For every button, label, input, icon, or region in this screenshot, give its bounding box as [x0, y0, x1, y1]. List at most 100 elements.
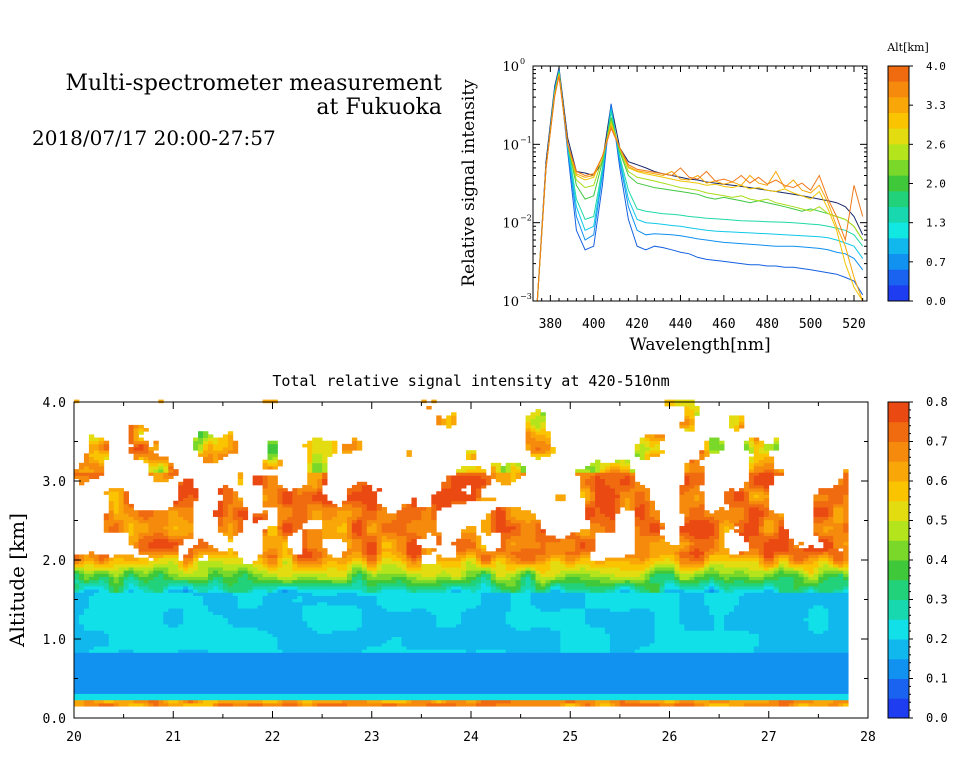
- heatmap-cell: [153, 579, 159, 584]
- heatmap-cell: [292, 658, 298, 663]
- heatmap-cell: [411, 630, 417, 634]
- heatmap-cell: [386, 554, 392, 559]
- heatmap-cell: [287, 633, 293, 638]
- heatmap-cell: [158, 649, 164, 653]
- heatmap-cell: [361, 576, 368, 581]
- heatmap-cell: [222, 450, 229, 454]
- heatmap-cell: [153, 636, 159, 641]
- heatmap-cell: [173, 674, 179, 679]
- heatmap-cell: [386, 633, 392, 638]
- heatmap-cell: [212, 608, 219, 612]
- heatmap-cell: [366, 582, 373, 587]
- heatmap-cell: [406, 563, 412, 568]
- heatmap-cell: [381, 570, 388, 574]
- heatmap-cell: [93, 456, 100, 461]
- heatmap-cell: [421, 646, 427, 650]
- heatmap-cell: [103, 671, 110, 675]
- heatmap-cell: [381, 655, 388, 660]
- heatmap-cell: [103, 529, 110, 533]
- heatmap-cell: [88, 671, 95, 675]
- heatmap-cell: [232, 601, 239, 606]
- figure-title-line1: Multi-spectrometer measurement: [65, 71, 443, 96]
- heatmap-cell: [307, 623, 313, 628]
- heatmap-cell: [396, 598, 402, 603]
- heatmap-cell: [327, 443, 333, 448]
- heatmap-cell: [128, 567, 134, 571]
- heatmap-cell: [272, 478, 278, 483]
- heatmap-cell: [232, 655, 239, 660]
- heatmap-cell: [416, 702, 422, 707]
- heatmap-cell: [78, 472, 85, 476]
- heatmap-cell: [436, 655, 442, 660]
- heatmap-cell: [193, 693, 199, 698]
- heatmap-cell: [322, 592, 328, 596]
- heatmap-cell: [252, 627, 259, 631]
- heatmap-cell: [93, 687, 100, 691]
- heatmap-cell: [327, 674, 333, 679]
- heatmap-cell: [153, 478, 159, 483]
- heatmap-cell: [138, 665, 144, 669]
- heatmap-cell: [356, 510, 363, 514]
- heatmap-cell: [426, 680, 432, 685]
- heatmap-cell: [163, 516, 169, 521]
- heatmap-cell: [317, 636, 323, 641]
- heatmap-cell: [322, 522, 328, 527]
- heatmap-cell: [123, 671, 129, 675]
- heatmap-cell: [98, 671, 105, 675]
- heatmap-cell: [232, 503, 239, 508]
- heatmap-cell: [356, 699, 363, 704]
- heatmap-cell: [108, 608, 115, 612]
- heatmap-cell: [74, 554, 80, 559]
- heatmap-cell: [302, 519, 308, 524]
- heatmap-cell: [113, 611, 120, 615]
- heatmap-cell: [242, 661, 249, 666]
- heatmap-cell: [356, 687, 363, 691]
- heatmap-cell: [262, 516, 268, 521]
- heatmap-cell: [148, 630, 154, 634]
- heatmap-cell: [272, 563, 278, 568]
- heatmap-cell: [277, 699, 283, 704]
- heatmap-cell: [346, 450, 353, 454]
- heatmap-cell: [322, 443, 328, 448]
- heatmap-cell: [133, 696, 139, 701]
- heatmap-cell: [361, 541, 368, 546]
- heatmap-cell: [198, 601, 204, 606]
- heatmap-cell: [163, 469, 169, 473]
- heatmap-cell: [341, 639, 348, 644]
- heatmap-cell: [212, 617, 219, 622]
- heatmap-cell: [193, 680, 199, 685]
- heatmap-cell: [376, 674, 383, 679]
- heatmap-cell: [262, 488, 268, 492]
- heatmap-cell: [118, 674, 125, 679]
- heatmap-cell: [381, 680, 388, 685]
- heatmap-cell: [391, 608, 397, 612]
- heatmap-cell: [426, 519, 432, 524]
- heatmap-cell: [103, 620, 110, 625]
- heatmap-cell: [83, 478, 90, 483]
- heatmap-cell: [168, 595, 174, 600]
- heatmap-cell: [198, 443, 204, 448]
- heatmap-cell: [148, 684, 154, 688]
- heatmap-cell: [133, 702, 139, 707]
- heatmap-cell: [252, 668, 259, 672]
- heatmap-cell: [346, 526, 353, 530]
- heatmap-cell: [123, 620, 129, 625]
- heatmap-cell: [297, 639, 303, 644]
- heatmap-cell: [327, 611, 333, 615]
- heatmap-cell: [396, 595, 402, 600]
- heatmap-cell: [267, 702, 273, 707]
- heatmap-cell: [356, 614, 363, 619]
- heatmap-cell: [143, 450, 149, 454]
- heatmap-cell: [252, 677, 259, 682]
- heatmap-cell: [277, 484, 283, 489]
- heatmap-cell: [312, 639, 318, 644]
- heatmap-cell: [267, 453, 273, 457]
- heatmap-cell: [332, 702, 338, 707]
- heatmap-cell: [93, 690, 100, 694]
- heatmap-cell: [93, 560, 100, 565]
- heatmap-cell: [411, 608, 417, 612]
- heatmap-cell: [118, 567, 125, 571]
- heatmap-cell: [401, 696, 407, 701]
- heatmap-cell: [173, 586, 179, 590]
- heatmap-cell: [74, 592, 80, 596]
